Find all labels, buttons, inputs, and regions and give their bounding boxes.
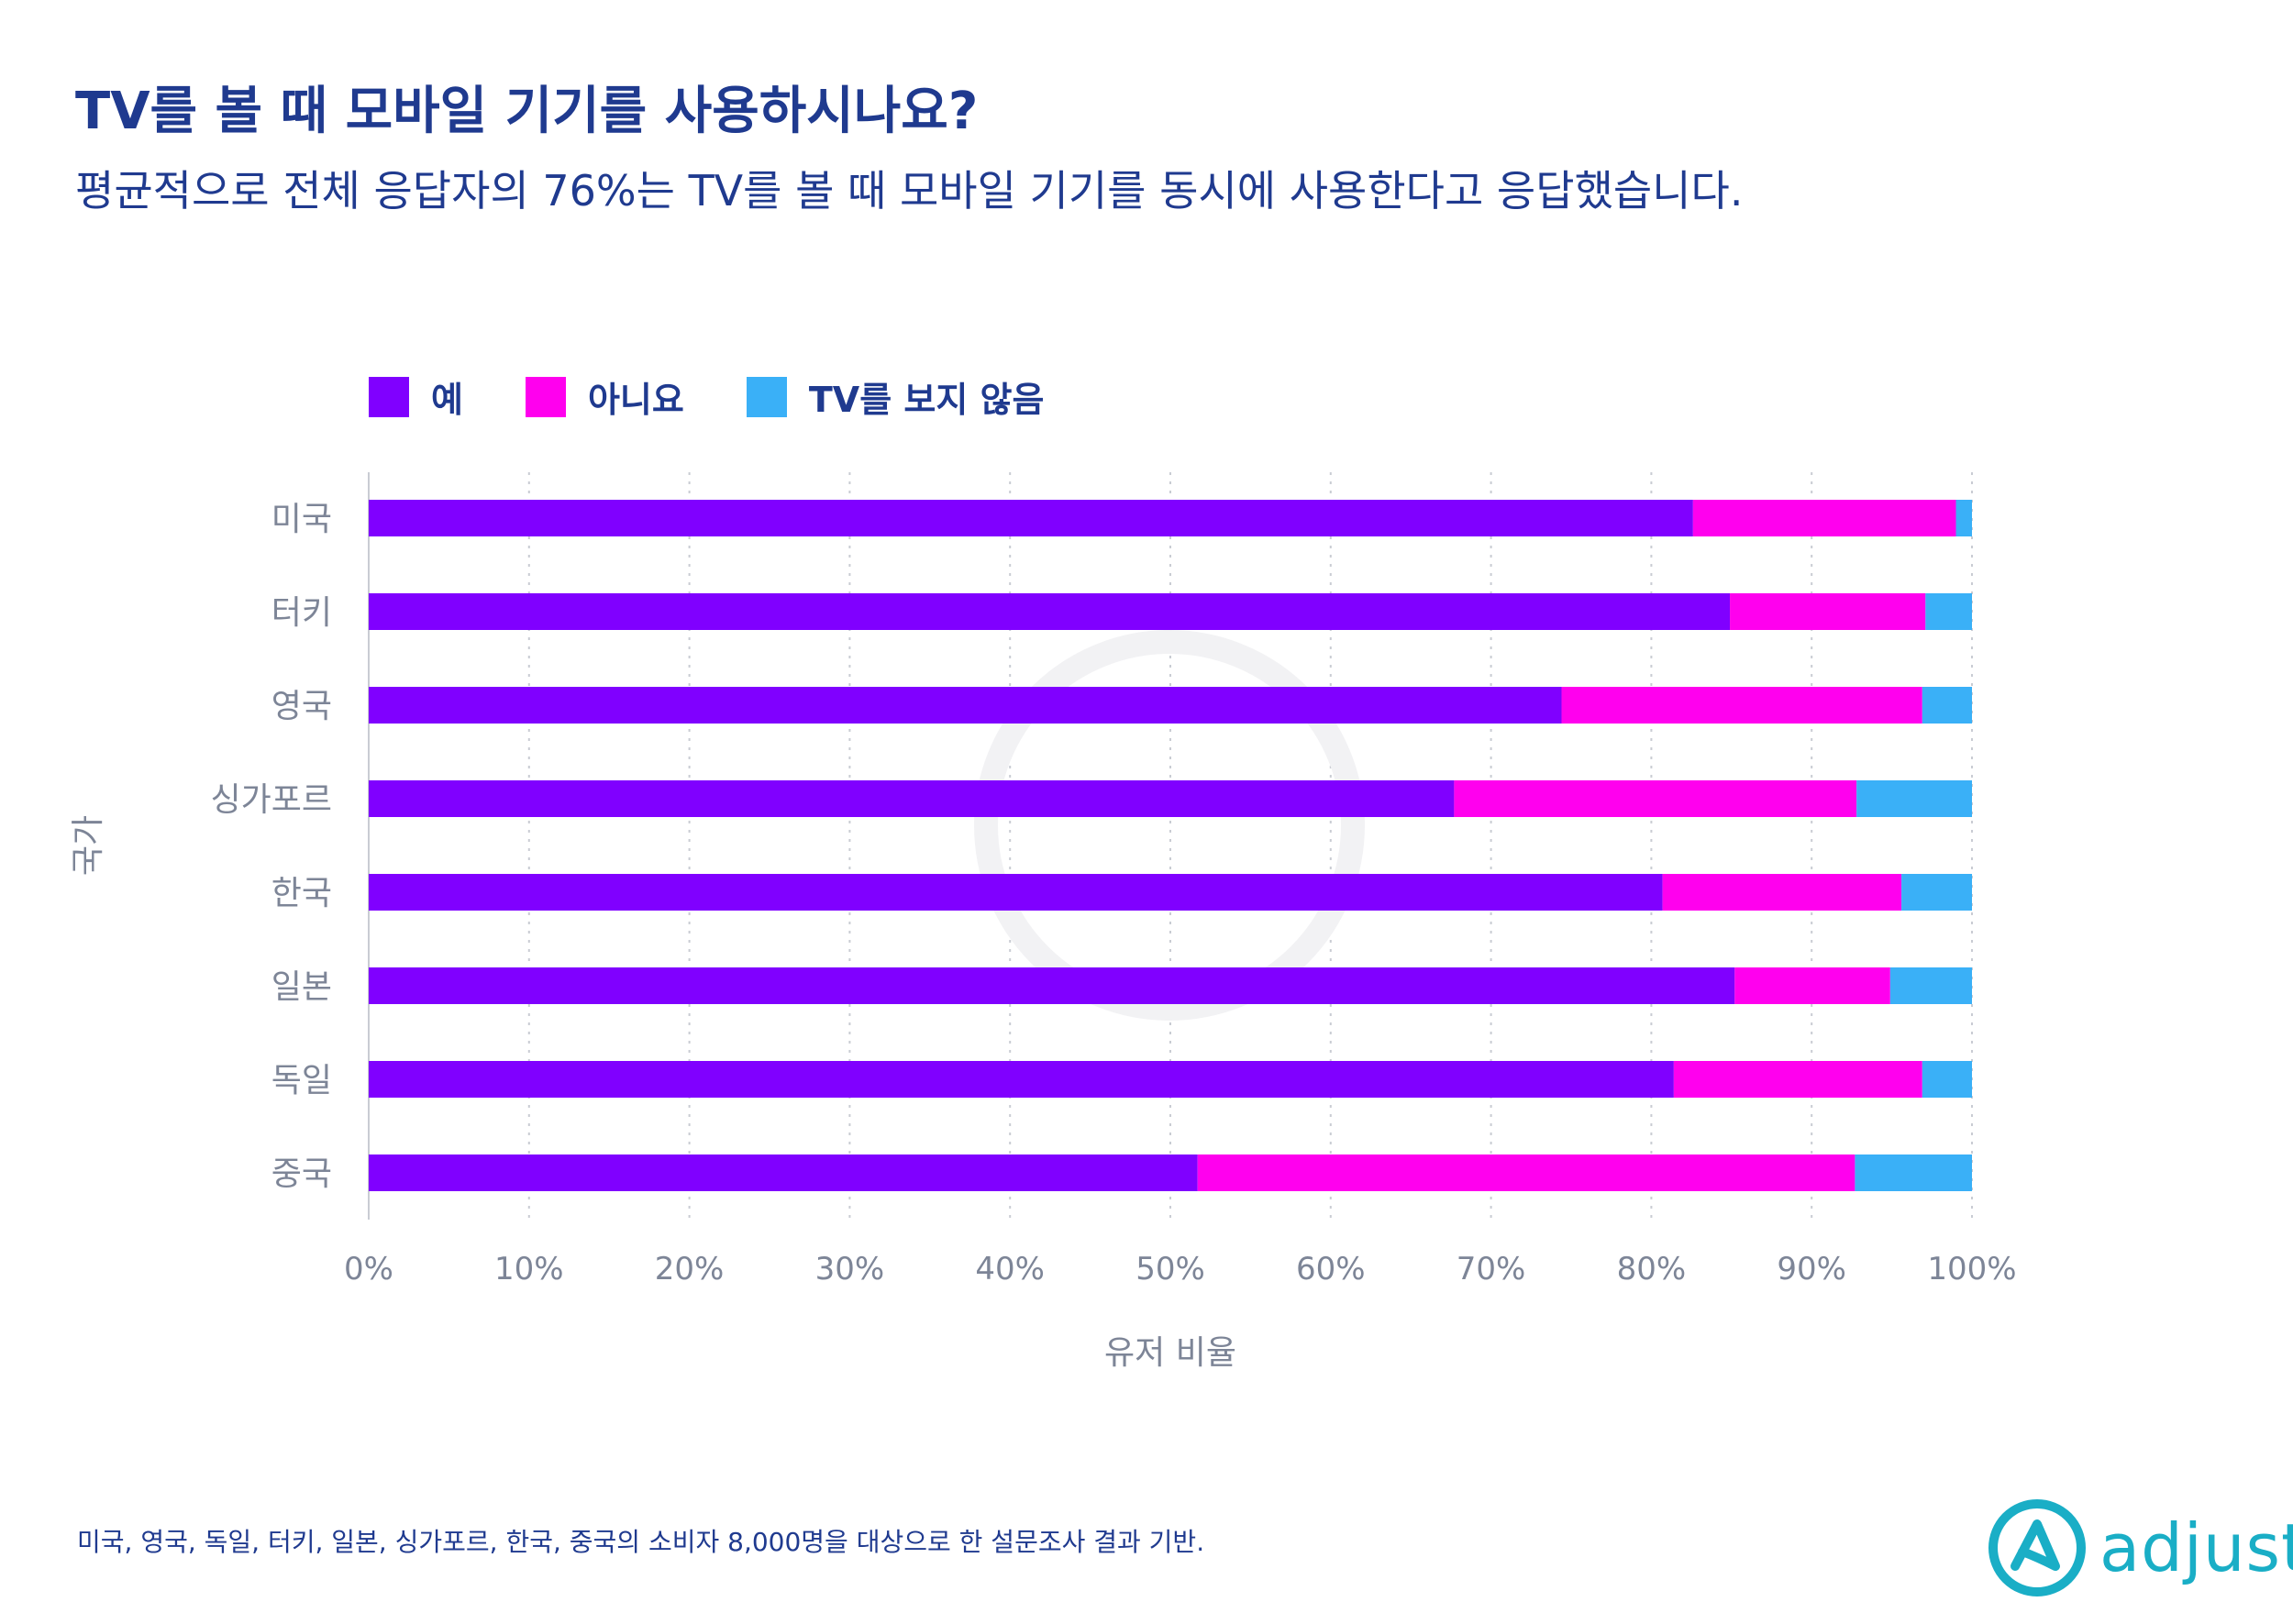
y-axis-title: 국가 bbox=[70, 815, 107, 876]
bar-segment bbox=[369, 967, 1735, 1004]
bar-segment bbox=[1673, 1061, 1922, 1098]
legend-label-no-tv: TV를 보지 않음 bbox=[808, 380, 1045, 420]
chart-subtitle: 평균적으로 전체 응답자의 76%는 TV를 볼 때 모바일 기기를 동시에 사… bbox=[75, 166, 1744, 215]
legend-label-yes: 예 bbox=[431, 380, 463, 420]
bar-segment bbox=[1922, 687, 1972, 724]
x-axis-title: 유저 비율 bbox=[1104, 1334, 1236, 1372]
bar-segment bbox=[369, 874, 1663, 911]
bar-segment bbox=[1855, 1154, 1972, 1191]
y-tick-label: 중국 bbox=[271, 1155, 332, 1193]
legend-swatch-no bbox=[525, 376, 566, 417]
legend-item-yes: 예 bbox=[369, 371, 463, 422]
legend: 예 아니요 TV를 보지 않음 bbox=[369, 371, 1106, 422]
bar-segment bbox=[369, 687, 1562, 724]
watermark-logo-icon bbox=[974, 630, 1365, 1021]
adjust-logo: adjust bbox=[1986, 1497, 2293, 1599]
bar-segment bbox=[1856, 780, 1972, 817]
y-tick-label: 영국 bbox=[271, 688, 332, 725]
chart-title: TV를 볼 때 모바일 기기를 사용하시나요? bbox=[75, 82, 979, 141]
adjust-logo-icon bbox=[1988, 1499, 2086, 1596]
bar-segment bbox=[1734, 967, 1890, 1004]
footnote: 미국, 영국, 독일, 터키, 일본, 싱가포르, 한국, 중국의 소비자 8,… bbox=[77, 1527, 1205, 1557]
bar-segment bbox=[369, 500, 1693, 536]
bar-segment bbox=[1955, 500, 1972, 536]
legend-item-no-tv: TV를 보지 않음 bbox=[746, 371, 1045, 422]
bar-segment bbox=[1662, 874, 1902, 911]
legend-label-no: 아니요 bbox=[587, 380, 684, 420]
bar-segment bbox=[1901, 874, 1972, 911]
legend-swatch-yes bbox=[369, 376, 409, 417]
x-tick-label: 100% bbox=[1927, 1251, 2016, 1287]
x-tick-label: 0% bbox=[344, 1251, 393, 1287]
x-tick-label: 70% bbox=[1457, 1251, 1526, 1287]
stacked-bar-chart: 0% 10% 20% 30% 40% 50% 60% 70% 80% 90% 100% 미국터키영국싱… bbox=[70, 472, 2017, 1372]
bar-segment bbox=[1889, 967, 1972, 1004]
y-tick-label: 일본 bbox=[271, 968, 332, 1006]
x-tick-label: 80% bbox=[1617, 1251, 1687, 1287]
y-tick-label: 터키 bbox=[271, 594, 332, 632]
bar-segment bbox=[369, 1154, 1198, 1191]
bar-segment bbox=[369, 593, 1731, 630]
x-tick-label: 40% bbox=[975, 1251, 1045, 1287]
bar-segment bbox=[1692, 500, 1956, 536]
x-tick-label: 60% bbox=[1296, 1251, 1366, 1287]
y-tick-label: 싱가포르 bbox=[211, 781, 332, 819]
x-tick-label: 90% bbox=[1777, 1251, 1846, 1287]
y-tick-label: 미국 bbox=[271, 501, 332, 538]
x-tick-label: 20% bbox=[655, 1251, 725, 1287]
logo-text: adjust bbox=[2099, 1509, 2293, 1586]
y-tick-label: 한국 bbox=[271, 875, 332, 912]
bar-segment bbox=[1925, 593, 1972, 630]
bar-segment bbox=[1454, 780, 1857, 817]
x-tick-label: 10% bbox=[494, 1251, 564, 1287]
x-tick-label: 30% bbox=[815, 1251, 885, 1287]
x-tick-label: 50% bbox=[1135, 1251, 1205, 1287]
legend-item-no: 아니요 bbox=[525, 371, 684, 422]
bar-segment bbox=[1197, 1154, 1855, 1191]
bar-segment bbox=[369, 1061, 1674, 1098]
legend-swatch-no-tv bbox=[746, 376, 787, 417]
bar-segment bbox=[1730, 593, 1926, 630]
bar-segment bbox=[369, 780, 1455, 817]
bar-segment bbox=[1922, 1061, 1972, 1098]
bar-segment bbox=[1561, 687, 1922, 724]
y-tick-label: 독일 bbox=[271, 1062, 332, 1099]
